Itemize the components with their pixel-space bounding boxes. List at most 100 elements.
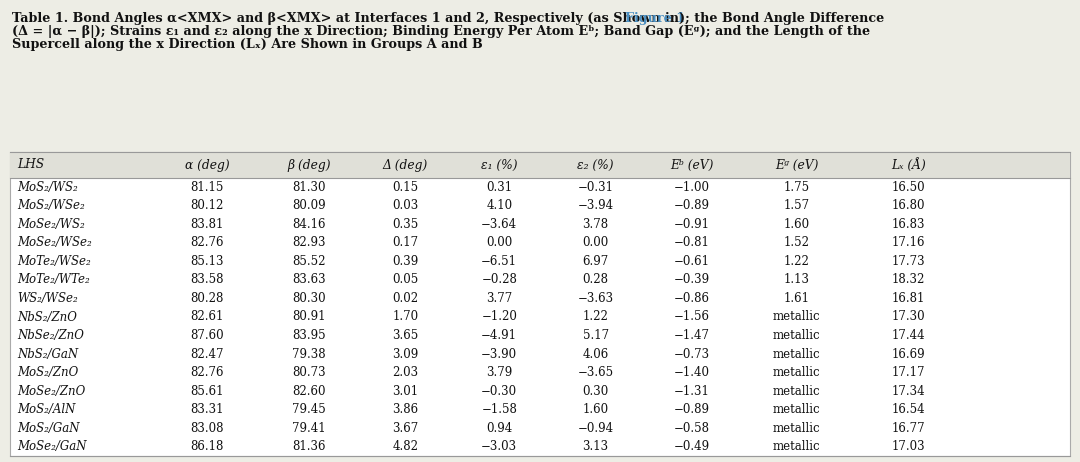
Text: 0.94: 0.94: [486, 422, 512, 435]
Text: −0.39: −0.39: [674, 274, 711, 286]
Text: metallic: metallic: [772, 403, 821, 416]
Text: NbS₂/ZnO: NbS₂/ZnO: [17, 310, 77, 323]
Text: −0.91: −0.91: [674, 218, 711, 231]
Text: 1.52: 1.52: [783, 237, 810, 249]
Text: ε₂ (%): ε₂ (%): [578, 158, 613, 171]
Text: 81.36: 81.36: [293, 440, 326, 453]
Text: Eᵇ (eV): Eᵇ (eV): [671, 158, 714, 171]
Text: −3.90: −3.90: [481, 347, 517, 360]
Text: NbS₂/GaN: NbS₂/GaN: [17, 347, 78, 360]
Text: 3.67: 3.67: [392, 422, 419, 435]
Text: 4.82: 4.82: [392, 440, 418, 453]
Text: Table 1. Bond Angles α<XMX> and β<XMX> at Interfaces 1 and 2, Respectively (as S: Table 1. Bond Angles α<XMX> and β<XMX> a…: [12, 12, 684, 25]
Text: 83.81: 83.81: [190, 218, 224, 231]
Text: 0.35: 0.35: [392, 218, 419, 231]
Text: Eᵍ (eV): Eᵍ (eV): [774, 158, 819, 171]
Text: MoS₂/WSe₂: MoS₂/WSe₂: [17, 199, 84, 213]
Text: −3.94: −3.94: [578, 199, 613, 213]
Text: −0.49: −0.49: [674, 440, 711, 453]
Text: 6.97: 6.97: [582, 255, 609, 268]
Text: metallic: metallic: [772, 385, 821, 398]
Text: 81.15: 81.15: [190, 181, 224, 194]
Text: −4.91: −4.91: [482, 329, 517, 342]
Text: MoS₂/AlN: MoS₂/AlN: [17, 403, 76, 416]
Text: 81.30: 81.30: [293, 181, 326, 194]
Text: NbSe₂/ZnO: NbSe₂/ZnO: [17, 329, 84, 342]
Text: 3.77: 3.77: [486, 292, 512, 305]
Text: 0.00: 0.00: [486, 237, 512, 249]
Text: 82.61: 82.61: [190, 310, 224, 323]
Text: 80.12: 80.12: [190, 199, 224, 213]
Text: 0.05: 0.05: [392, 274, 419, 286]
Text: 16.54: 16.54: [891, 403, 926, 416]
Text: −0.73: −0.73: [674, 347, 711, 360]
Text: 16.83: 16.83: [892, 218, 926, 231]
Text: MoS₂/WS₂: MoS₂/WS₂: [17, 181, 78, 194]
Text: 3.79: 3.79: [486, 366, 512, 379]
Text: MoSe₂/WS₂: MoSe₂/WS₂: [17, 218, 84, 231]
Text: −1.31: −1.31: [674, 385, 710, 398]
Text: 82.76: 82.76: [190, 366, 224, 379]
Text: 80.30: 80.30: [292, 292, 326, 305]
Text: 86.18: 86.18: [190, 440, 224, 453]
Text: 82.60: 82.60: [293, 385, 326, 398]
Text: 1.13: 1.13: [783, 274, 810, 286]
Text: 0.00: 0.00: [582, 237, 609, 249]
Text: MoSe₂/GaN: MoSe₂/GaN: [17, 440, 86, 453]
Text: 0.30: 0.30: [582, 385, 609, 398]
Text: 82.47: 82.47: [190, 347, 224, 360]
Text: 17.73: 17.73: [891, 255, 926, 268]
Text: MoSe₂/WSe₂: MoSe₂/WSe₂: [17, 237, 92, 249]
Text: 3.86: 3.86: [392, 403, 418, 416]
Text: 83.08: 83.08: [190, 422, 224, 435]
Text: Figure 1: Figure 1: [624, 12, 685, 25]
Text: metallic: metallic: [772, 347, 821, 360]
Text: −1.58: −1.58: [482, 403, 517, 416]
Text: 1.22: 1.22: [583, 310, 609, 323]
Text: 16.77: 16.77: [891, 422, 926, 435]
Text: 3.78: 3.78: [582, 218, 609, 231]
Text: 79.41: 79.41: [292, 422, 326, 435]
Text: 1.60: 1.60: [783, 218, 810, 231]
Text: 16.80: 16.80: [892, 199, 926, 213]
Text: −3.64: −3.64: [481, 218, 517, 231]
Text: 17.30: 17.30: [891, 310, 926, 323]
Text: β (deg): β (deg): [287, 158, 330, 171]
Text: 82.93: 82.93: [293, 237, 326, 249]
Text: (Δ = |α − β|); Strains ε₁ and ε₂ along the x Direction; Binding Energy Per Atom : (Δ = |α − β|); Strains ε₁ and ε₂ along t…: [12, 25, 870, 38]
Text: −1.00: −1.00: [674, 181, 711, 194]
Text: metallic: metallic: [772, 329, 821, 342]
Text: 16.69: 16.69: [891, 347, 926, 360]
Text: 83.58: 83.58: [190, 274, 224, 286]
Text: 17.44: 17.44: [891, 329, 926, 342]
Text: metallic: metallic: [772, 440, 821, 453]
Text: −1.40: −1.40: [674, 366, 711, 379]
Text: −0.86: −0.86: [674, 292, 711, 305]
Text: −1.56: −1.56: [674, 310, 711, 323]
Text: Supercell along the x Direction (Lₓ) Are Shown in Groups A and B: Supercell along the x Direction (Lₓ) Are…: [12, 38, 483, 51]
Text: −3.65: −3.65: [578, 366, 613, 379]
Text: −0.81: −0.81: [674, 237, 710, 249]
Text: 3.65: 3.65: [392, 329, 419, 342]
Text: 16.81: 16.81: [892, 292, 926, 305]
Text: 0.31: 0.31: [486, 181, 512, 194]
Text: 1.61: 1.61: [783, 292, 810, 305]
Text: 83.31: 83.31: [190, 403, 224, 416]
Text: −0.94: −0.94: [578, 422, 613, 435]
Text: 17.16: 17.16: [892, 237, 926, 249]
Text: −1.20: −1.20: [482, 310, 517, 323]
Text: MoS₂/ZnO: MoS₂/ZnO: [17, 366, 78, 379]
Text: 0.15: 0.15: [392, 181, 418, 194]
Text: −0.31: −0.31: [578, 181, 613, 194]
Text: 80.73: 80.73: [292, 366, 326, 379]
Text: −3.63: −3.63: [578, 292, 613, 305]
Text: 1.75: 1.75: [783, 181, 810, 194]
Text: 1.22: 1.22: [784, 255, 809, 268]
Text: 83.95: 83.95: [292, 329, 326, 342]
Text: 0.17: 0.17: [392, 237, 418, 249]
Text: LHS: LHS: [17, 158, 44, 171]
Text: 0.39: 0.39: [392, 255, 419, 268]
Text: MoS₂/GaN: MoS₂/GaN: [17, 422, 80, 435]
Text: metallic: metallic: [772, 310, 821, 323]
Text: 3.09: 3.09: [392, 347, 419, 360]
